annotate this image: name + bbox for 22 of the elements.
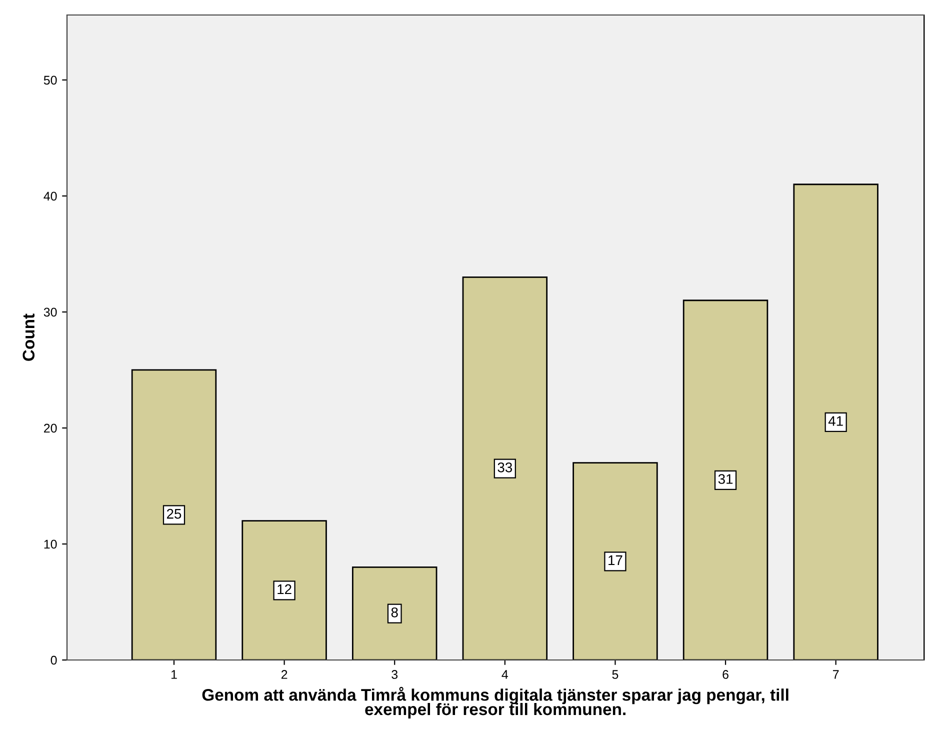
x-axis-title: Genom att använda Timrå kommuns digitala tjänster sparar jag pengar, till exempel för resor till kommunen. [202,686,788,719]
y-tick-label: 50 [44,76,57,85]
x-tick-label: 2 [281,670,288,679]
data-label: 12 [278,584,292,594]
y-tick-label: 40 [44,192,57,201]
x-tick-label: 6 [722,670,728,679]
y-axis-title: Count [22,314,35,361]
x-tick-label: 7 [832,670,839,679]
x-tick-label: 1 [171,670,177,679]
y-tick-label: 10 [44,540,57,549]
data-label: 41 [828,416,843,426]
data-label: 31 [718,474,733,484]
data-label: 25 [166,508,182,519]
y-tick-label: 0 [50,656,57,665]
x-tick-label: 3 [392,670,398,679]
y-tick-label: 20 [44,424,57,433]
data-label: 17 [608,555,622,565]
data-label: 8 [391,607,398,618]
x-tick-label: 4 [502,670,508,679]
data-label: 33 [498,462,512,472]
y-tick-label: 30 [44,308,57,317]
x-tick-label: 5 [612,670,618,679]
